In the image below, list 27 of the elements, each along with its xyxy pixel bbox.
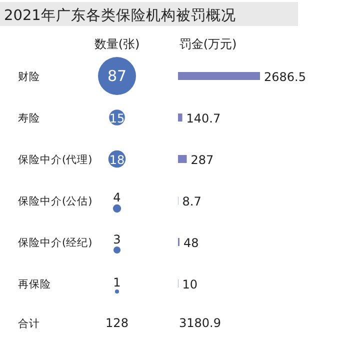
data-label: 10 (182, 278, 198, 292)
data-label: 48 (183, 236, 199, 250)
y-tick-label: 保险中介(公估) (18, 194, 92, 208)
y-tick-label: 保险中介(代理) (18, 153, 92, 166)
data-label: 287 (190, 153, 214, 167)
chart-subtitle: 罚金(万元) (179, 37, 237, 51)
y-tick-label: 寿险 (18, 112, 40, 124)
data-label: 8.7 (182, 194, 202, 208)
text: 128 (106, 316, 128, 330)
data-label: 2686.5 (264, 70, 306, 84)
text: 数量(张) (94, 37, 140, 51)
text: 3180.9 (179, 316, 221, 330)
y-tick-label: 保险中介(经纪) (18, 236, 92, 249)
text: 合计 (18, 317, 40, 330)
text: 2021年广东各类保险机构被罚概况 (4, 7, 236, 24)
data-label: 140.7 (186, 112, 221, 126)
y-tick-label: 财险 (18, 70, 40, 83)
data-label: 4 (113, 190, 121, 204)
data-label: 15 (109, 112, 125, 126)
y-tick-label: 再保险 (18, 278, 51, 290)
bar (178, 155, 187, 163)
data-label: 87 (107, 67, 127, 85)
data-label: 3 (113, 232, 121, 246)
data-label: 1 (113, 275, 121, 290)
bar (178, 72, 260, 80)
bar (178, 114, 182, 122)
data-label: 18 (109, 153, 125, 167)
